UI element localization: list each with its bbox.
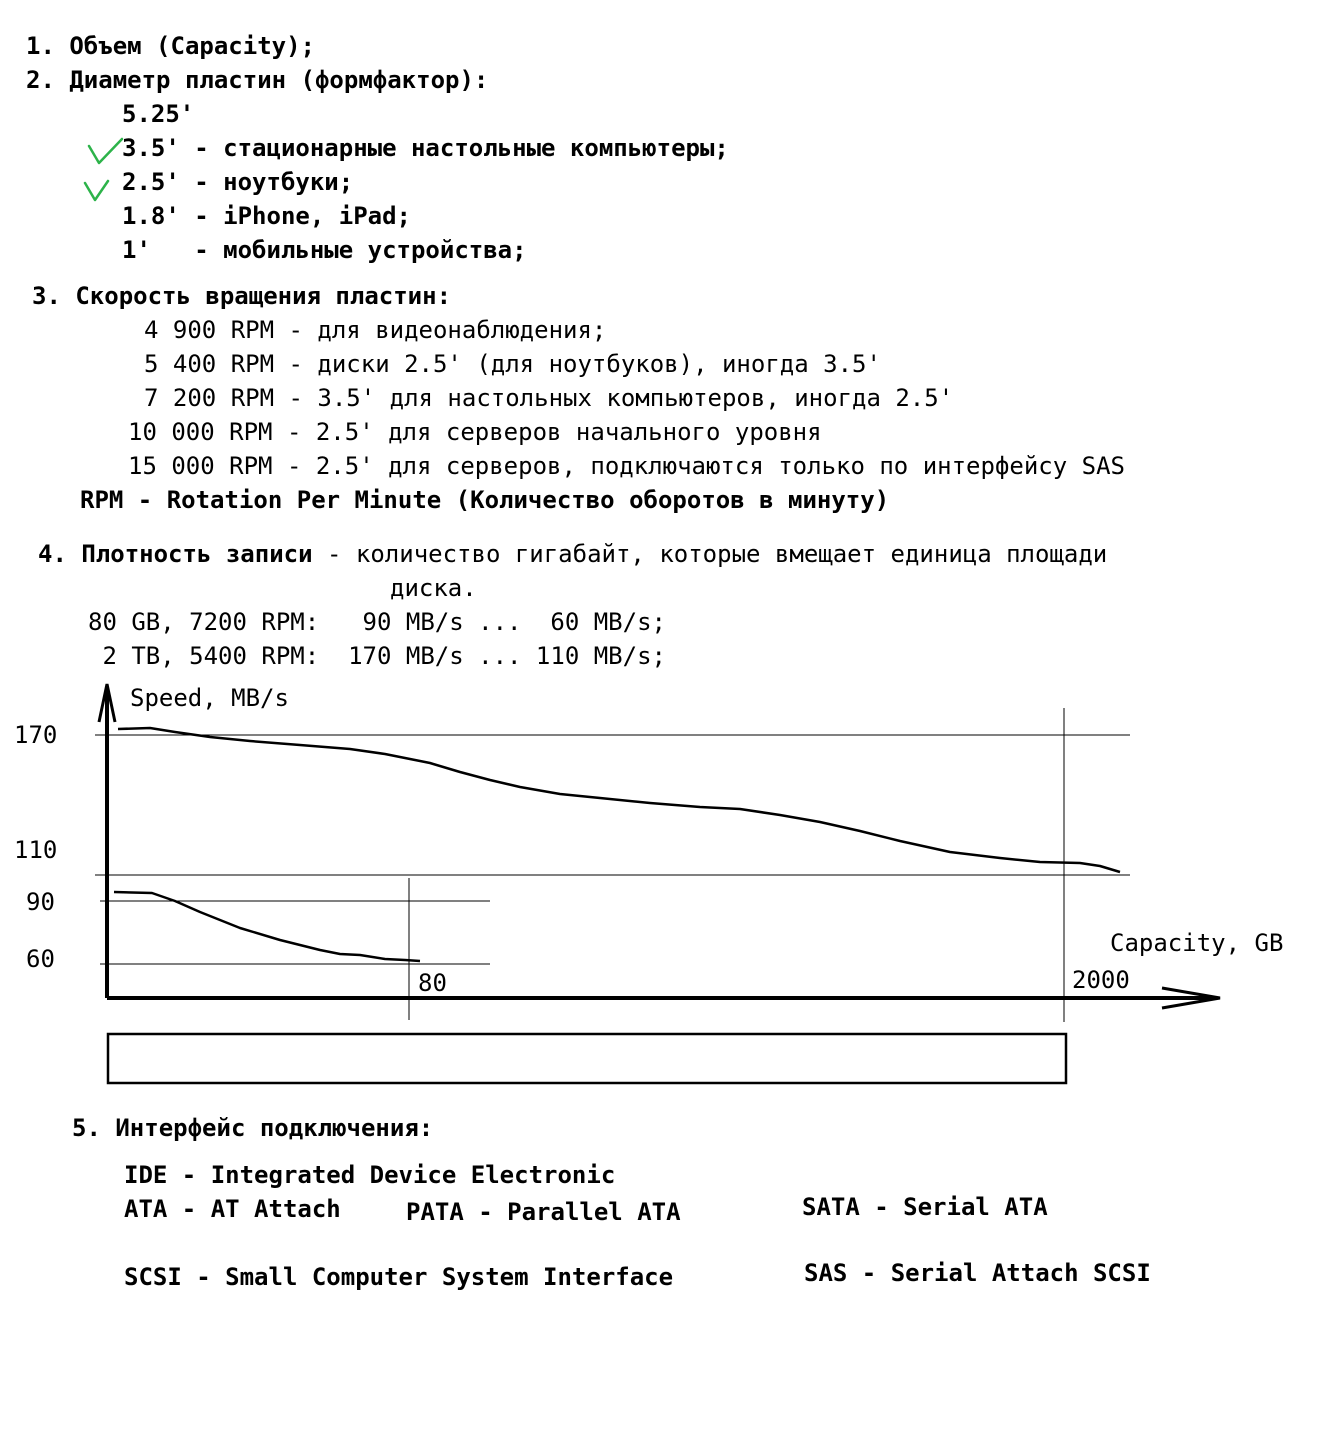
checkmark-icon — [87, 137, 124, 165]
formfactor-item: 2.5' - ноутбуки; — [122, 168, 354, 196]
section4-desc-cont: диска. — [390, 574, 477, 602]
formfactor-item: 1.8' - iPhone, iPad; — [122, 202, 411, 230]
section4-desc: - количество гигабайт, которые вмещает е… — [312, 540, 1108, 568]
formfactor-item: 1' - мобильные устройства; — [122, 236, 527, 264]
section1-title: 1. Объем (Capacity); — [26, 32, 315, 60]
formfactor-item: 5.25' — [122, 100, 195, 128]
rpm-item: 7 200 RPM - 3.5' для настольных компьюте… — [144, 384, 954, 412]
y-tick-label: 60 — [26, 945, 55, 973]
section2-title: 2. Диаметр пластин (формфактор): — [26, 66, 489, 94]
series-80gb-line — [113, 890, 421, 963]
interface-sas: SAS - Serial Attach SCSI — [804, 1259, 1151, 1287]
section4-heading: 4. Плотность записи - количество гигабай… — [38, 540, 1107, 568]
checkmark-icon — [83, 179, 110, 202]
section4-title: 4. Плотность записи — [38, 540, 313, 568]
interface-sata: SATA - Serial ATA — [802, 1193, 1048, 1221]
density-row: 2 TB, 5400 RPM: 170 MB/s ... 110 MB/s; — [88, 642, 666, 670]
x-axis-label: Capacity, GB — [1110, 929, 1284, 957]
interface-pata: PATA - Parallel ATA — [406, 1198, 681, 1226]
y-tick-label: 90 — [26, 888, 55, 916]
x-tick-label: 80 — [418, 969, 447, 997]
series-2tb-line — [117, 726, 1121, 874]
rpm-item: 5 400 RPM - диски 2.5' (для ноутбуков), … — [144, 350, 881, 378]
x-axis-arrow-icon — [1161, 986, 1221, 1010]
y-axis-label: Speed, MB/s — [130, 684, 289, 712]
x-tick-label: 2000 — [1072, 966, 1130, 994]
rpm-item: 4 900 RPM - для видеонаблюдения; — [144, 316, 607, 344]
formfactor-item: 3.5' - стационарные настольные компьютер… — [122, 134, 729, 162]
y-tick-label: 170 — [14, 721, 58, 749]
section3-title: 3. Скорость вращения пластин: — [32, 282, 452, 310]
rpm-item: 10 000 RPM - 2.5' для серверов начальног… — [128, 418, 822, 446]
section5-title: 5. Интерфейс подключения: — [72, 1114, 434, 1142]
interface-ide: IDE - Integrated Device Electronic — [124, 1161, 616, 1189]
y-axis-arrow-icon — [97, 683, 117, 723]
y-tick-label: 110 — [14, 836, 58, 864]
rpm-note: RPM - Rotation Per Minute (Количество об… — [80, 486, 890, 514]
interface-ata: ATA - AT Attach — [124, 1195, 341, 1223]
rpm-item: 15 000 RPM - 2.5' для серверов, подключа… — [128, 452, 1125, 480]
capacity-bar — [106, 1032, 1068, 1085]
interface-scsi: SCSI - Small Computer System Interface — [124, 1263, 674, 1291]
density-row: 80 GB, 7200 RPM: 90 MB/s ... 60 MB/s; — [88, 608, 666, 636]
